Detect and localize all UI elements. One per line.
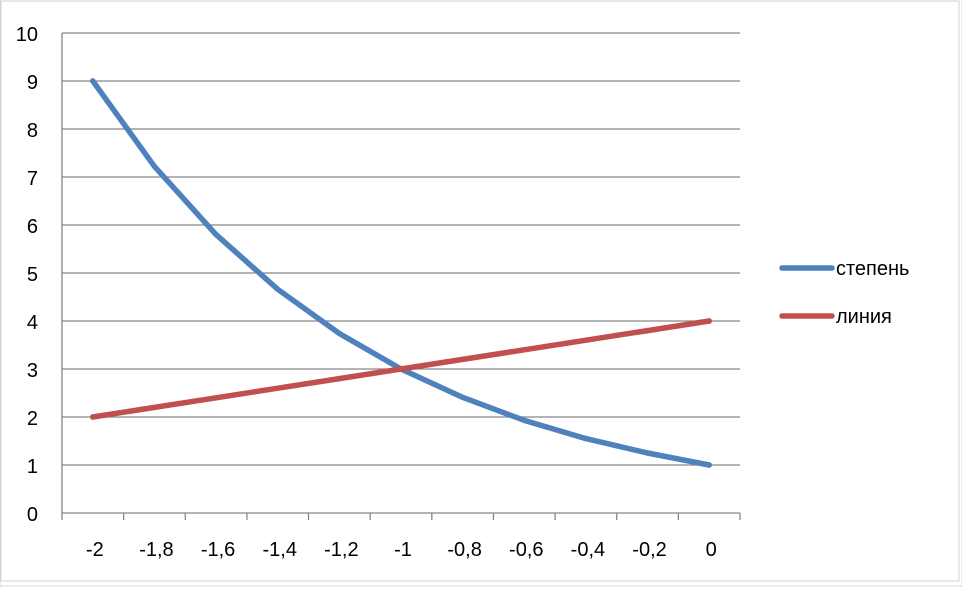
x-tick-label: -2 [86,539,104,561]
y-tick-label: 9 [27,72,38,94]
y-tick-label: 3 [27,360,38,382]
data-point [521,347,528,353]
x-tick-label: 0 [706,539,717,561]
y-tick-label: 2 [27,408,38,430]
x-tick-label: -1,8 [139,539,173,561]
data-point [583,337,589,343]
data-point [706,462,712,468]
x-tick-label: -1,6 [201,539,235,561]
x-tick-label: -0,8 [447,539,481,561]
data-point [151,163,158,170]
data-point [336,330,343,337]
data-point [90,414,96,420]
x-tick-label: -0,2 [632,539,666,561]
data-point [459,394,466,401]
data-point [459,356,466,363]
y-tick-label: 10 [16,24,38,46]
y-tick-label: 4 [27,312,38,334]
data-point [213,231,219,238]
x-tick-label: -1,2 [324,539,358,561]
y-tick-label: 0 [27,504,38,526]
y-axis-tick-labels: 0 1 2 3 4 5 6 7 8 9 10 [16,24,38,526]
legend-label: степень [836,258,909,280]
legend-label: линия [836,306,892,328]
data-point [213,395,219,401]
series-lines [90,78,712,468]
x-axis-tick-labels: -2 -1,8 -1,6 -1,4 -1,2 -1 -0,8 -0,6 -0,4 -0,2 0 [86,539,717,561]
data-point [521,417,528,424]
y-tick-label: 1 [27,456,38,478]
legend: степень линия [779,258,909,328]
data-point [274,385,281,391]
data-point [336,375,343,382]
data-point [644,327,651,334]
x-tick-label: -0,4 [571,539,605,561]
x-axis [61,512,741,520]
y-tick-label: 8 [27,120,38,142]
y-tick-label: 5 [27,264,38,286]
data-point [90,78,96,84]
y-tick-label: 7 [27,168,38,190]
data-point [151,404,158,411]
data-point [644,450,651,456]
x-tick-label: -1,4 [262,539,296,561]
x-tick-label: -0,6 [509,539,543,561]
data-point [706,318,712,324]
data-point [583,435,589,442]
horizontal-gridlines [61,32,740,513]
y-tick-label: 6 [27,216,38,238]
data-point [274,286,281,293]
data-point [398,366,404,372]
x-tick-label: -1 [394,539,412,561]
